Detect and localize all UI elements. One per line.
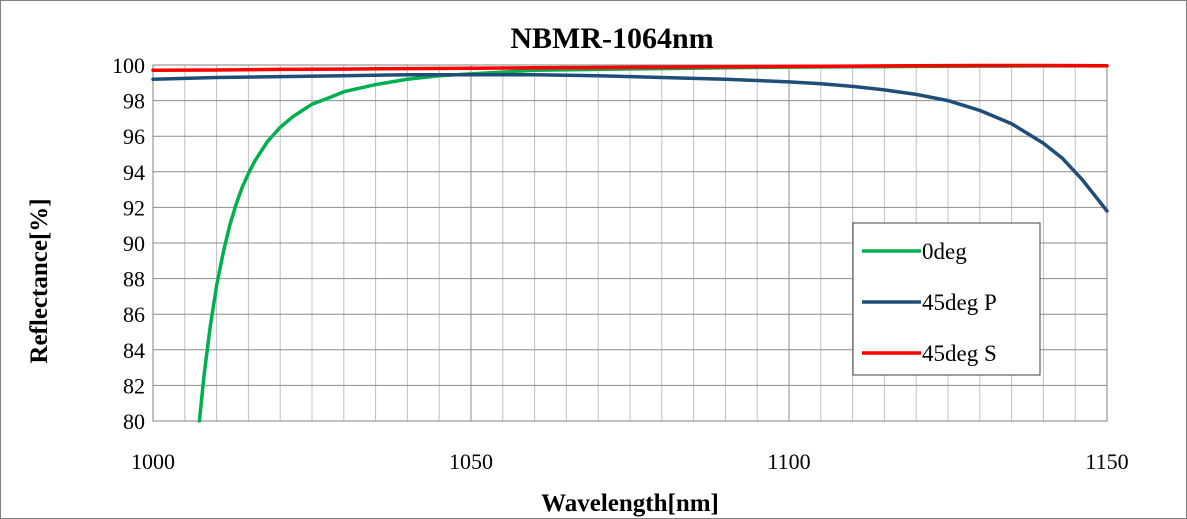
legend-box: [852, 222, 1041, 376]
y-tick-label: 88: [123, 267, 145, 292]
y-tick-label: 100: [112, 53, 145, 78]
y-tick-label: 84: [123, 338, 145, 363]
y-tick-label: 94: [123, 160, 145, 185]
x-tick-label: 1000: [131, 449, 175, 474]
y-tick-label: 90: [123, 231, 145, 256]
x-tick-label: 1100: [767, 449, 810, 474]
y-tick-label: 82: [123, 373, 145, 398]
series-line-45deg-s: [151, 63, 1109, 73]
y-tick-label: 92: [123, 195, 145, 220]
series-line-45deg-p: [151, 73, 1109, 213]
legend: 0deg 45deg P 45deg S: [852, 222, 1041, 376]
legend-label-45deg-p: 45deg P: [922, 290, 997, 315]
series-layer: [151, 63, 1109, 423]
y-axis-title: Reflectance[%]: [26, 198, 53, 363]
tick-labels: 80 82 84 86 88 90 92 94 96 98 100 1000 1050 1100 1150: [112, 53, 1129, 474]
x-axis-title: Wavelength[nm]: [541, 490, 719, 517]
legend-label-45deg-s: 45deg S: [922, 341, 997, 366]
x-tick-label: 1150: [1085, 449, 1128, 474]
y-tick-label: 96: [123, 124, 145, 149]
y-tick-label: 98: [123, 89, 145, 114]
gridlines: [152, 64, 1108, 422]
legend-label-0deg: 0deg: [922, 239, 967, 264]
y-tick-label: 86: [123, 302, 145, 327]
chart-title: NBMR-1064nm: [510, 22, 713, 55]
x-tick-label: 1050: [449, 449, 493, 474]
y-tick-label: 80: [123, 409, 145, 434]
plot-border: [152, 64, 1108, 422]
